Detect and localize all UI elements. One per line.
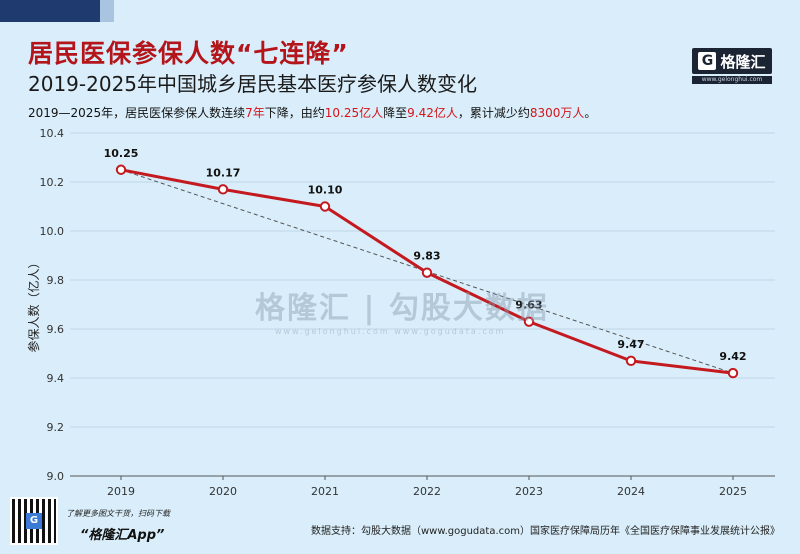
y-tick-label: 9.0 [47, 470, 65, 483]
x-tick-label: 2024 [617, 485, 645, 498]
qr-code: G [10, 497, 58, 545]
summary-highlight: 7年 [245, 106, 265, 120]
x-tick-label: 2025 [719, 485, 747, 498]
data-point [217, 184, 229, 195]
promo-app-name: “格隆汇App” [80, 528, 165, 543]
summary-text: 2019—2025年，居民医保参保人数连续7年下降，由约10.25亿人降至9.4… [28, 104, 596, 121]
promo-text: 了解更多图文干货，扫码下载 [66, 509, 170, 518]
x-tick-label: 2022 [413, 485, 441, 498]
data-point [115, 164, 127, 175]
watermark-text: 格隆汇 | 勾股大数据 [255, 291, 549, 326]
page-title: 居民医保参保人数“七连降” [28, 39, 349, 68]
y-tick-label: 9.2 [47, 421, 65, 434]
data-point [421, 267, 433, 278]
y-tick-label: 9.6 [47, 323, 65, 336]
y-tick-label: 10.4 [40, 127, 65, 140]
summary-part: 。 [584, 106, 597, 120]
y-tick-label: 9.8 [47, 274, 65, 287]
data-label: 9.47 [617, 338, 644, 351]
page-subtitle: 2019-2025年中国城乡居民基本医疗参保人数变化 [28, 72, 478, 96]
data-label: 9.42 [719, 350, 746, 363]
logo-url: www.gelonghui.com [692, 76, 772, 84]
watermark: 格隆汇 | 勾股大数据 www.gelonghui.com www.goguda… [255, 283, 549, 336]
x-tick-label: 2020 [209, 485, 237, 498]
summary-part: 2019—2025年，居民医保参保人数连续 [28, 106, 246, 120]
y-tick-label: 10.0 [40, 225, 65, 238]
summary-highlight: 10.25亿人 [324, 106, 384, 120]
data-point [523, 316, 535, 327]
brand-logo: G 格隆汇 [692, 48, 772, 74]
summary-part: 下降，由约 [264, 106, 325, 120]
data-label: 9.63 [515, 299, 542, 312]
qr-logo-icon: G [26, 513, 42, 529]
data-label: 10.17 [206, 166, 241, 179]
data-point [727, 367, 739, 379]
logo-icon: G [698, 52, 717, 70]
y-tick-label: 10.2 [40, 176, 65, 189]
corner-decoration [0, 0, 100, 22]
logo-name: 格隆汇 [720, 52, 766, 71]
summary-part: ，累计减少约 [457, 106, 530, 120]
y-tick-label: 9.4 [47, 372, 65, 385]
x-tick-label: 2023 [515, 485, 543, 498]
data-label: 10.25 [104, 147, 139, 160]
x-tick-label: 2021 [311, 485, 339, 498]
data-source: 数据支持：勾股大数据（www.gogudata.com）国家医疗保障局历年《全国… [310, 526, 780, 537]
data-label: 10.10 [308, 184, 343, 197]
summary-highlight: 9.42亿人 [407, 106, 458, 120]
summary-highlight: 8300万人 [529, 106, 585, 120]
corner-decoration-accent [100, 0, 114, 22]
watermark-sub: www.gelonghui.com www.gogudata.com [275, 327, 506, 336]
summary-part: 降至 [383, 106, 408, 120]
data-point [319, 201, 331, 212]
y-axis-label: 参保人数（亿人） [26, 256, 41, 352]
data-label: 9.83 [413, 250, 440, 263]
x-tick-label: 2019 [107, 485, 135, 498]
data-point [625, 355, 637, 367]
